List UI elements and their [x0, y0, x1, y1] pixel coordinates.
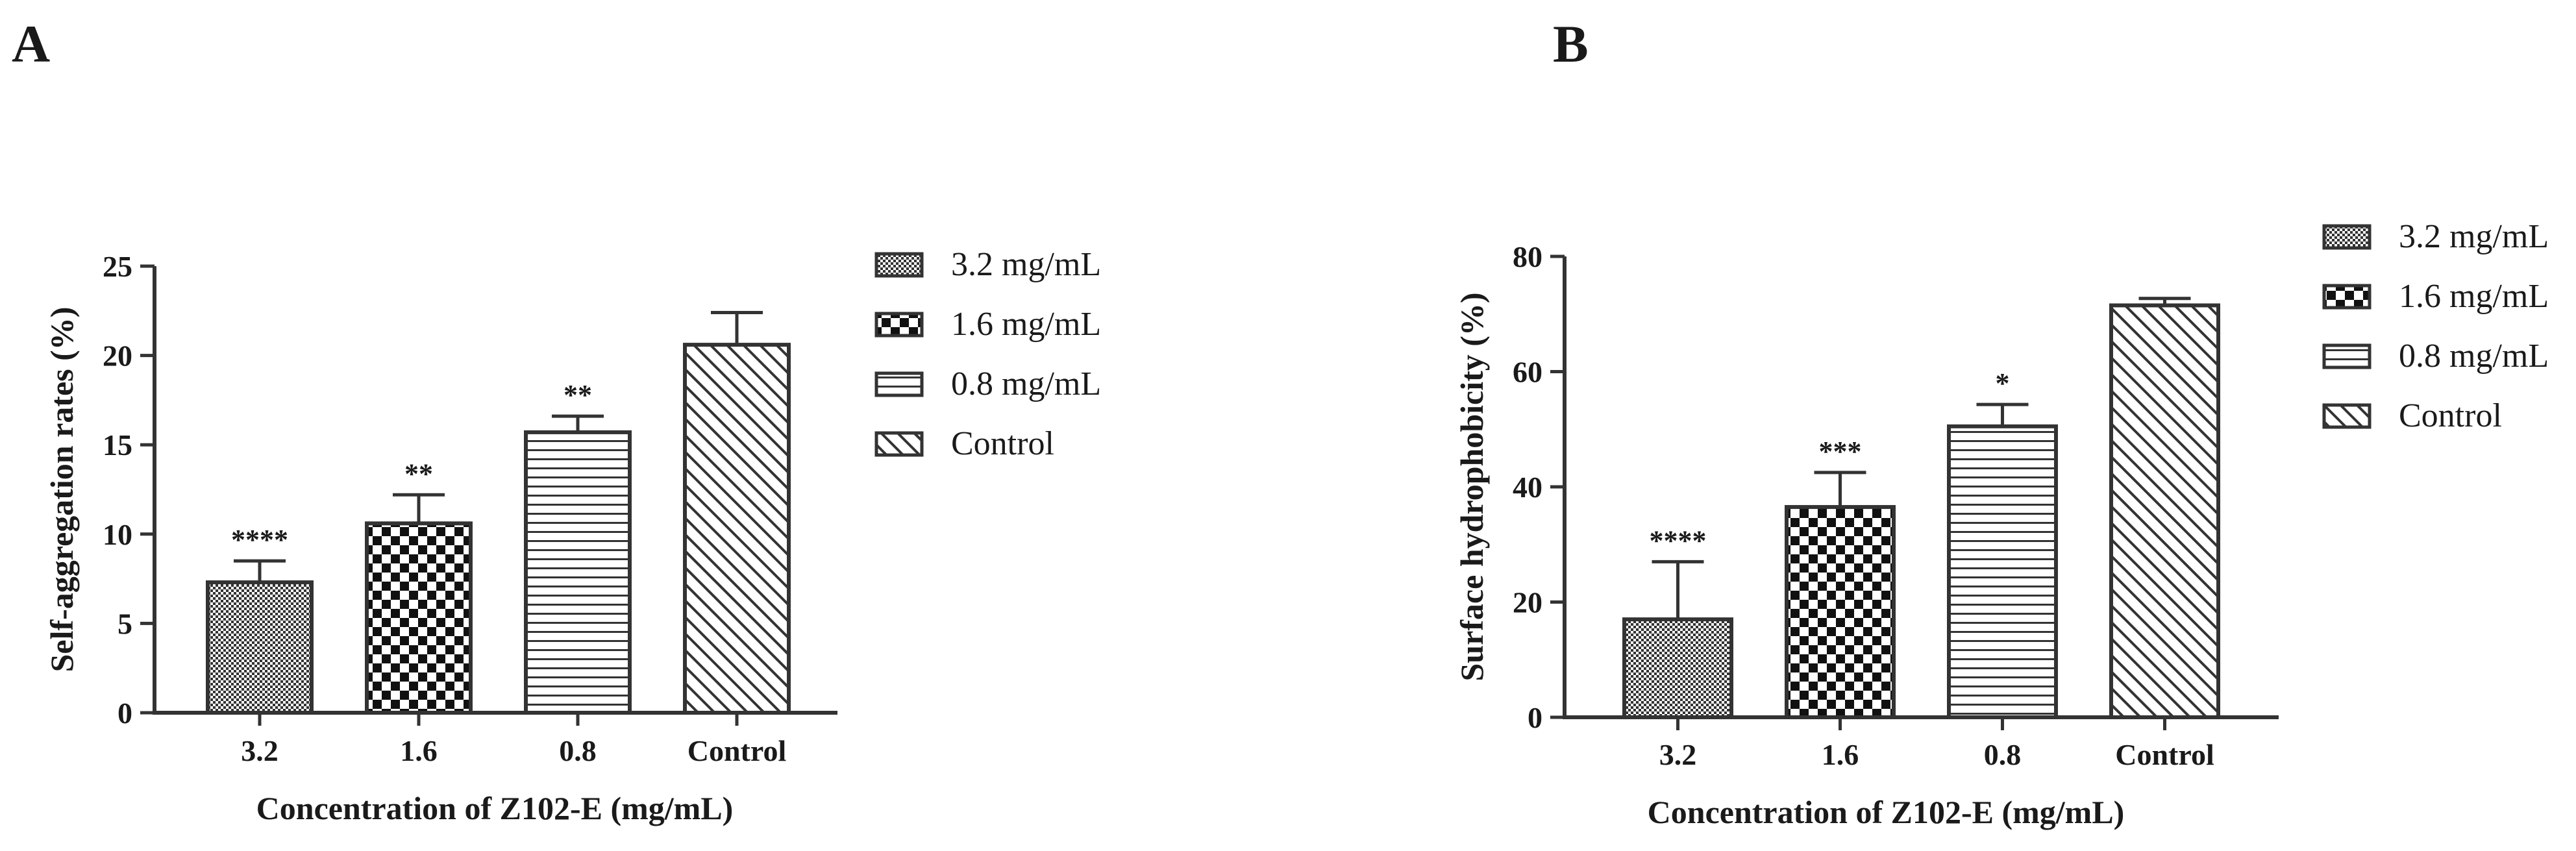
legend-swatch [874, 312, 924, 338]
significance-label: *** [1819, 436, 1862, 467]
x-tick-label: 1.6 [400, 734, 438, 767]
bar [1622, 617, 1733, 719]
bar [1785, 505, 1896, 719]
legend-label: 0.8 mg/mL [2399, 338, 2549, 375]
x-tick-label: Control [2115, 738, 2214, 771]
legend-swatch [874, 252, 924, 278]
x-tick-label: 1.6 [1822, 738, 1859, 771]
legend-label: 3.2 mg/mL [2399, 218, 2549, 255]
legend-swatch [2322, 224, 2372, 250]
panel-a: A 0 5 10 15 20 25 Self-aggregation rates (%) **… [12, 14, 1101, 826]
y-tick-label: 5 [118, 607, 132, 640]
bar [206, 580, 314, 715]
y-tick-label: 40 [1513, 471, 1542, 504]
x-tick-label: 0.8 [559, 734, 597, 767]
y-tick-label: 20 [103, 339, 132, 373]
bar [524, 430, 632, 715]
y-tick-label: 10 [103, 518, 132, 551]
legend-label: 0.8 mg/mL [951, 365, 1101, 402]
x-axis-label: Concentration of Z102-E (mg/mL) [1648, 794, 2125, 830]
y-axis-label: Self-aggregation rates (%) [43, 307, 80, 672]
significance-label: **** [1650, 524, 1707, 556]
panel-letter-b: B [1553, 14, 1589, 73]
significance-label: ** [404, 458, 433, 489]
legend-label: Control [951, 425, 1054, 462]
significance-label: ** [564, 379, 592, 411]
y-axis-label: Surface hydrophobicity (%) [1454, 292, 1490, 681]
legend-swatch [874, 431, 924, 457]
legend-swatch [2322, 343, 2372, 369]
legend-label: 1.6 mg/mL [2399, 278, 2549, 315]
legend-label: 1.6 mg/mL [951, 306, 1101, 343]
x-tick-label: Control [687, 734, 787, 767]
y-tick-label: 0 [118, 697, 132, 730]
y-tick-label: 60 [1513, 356, 1542, 389]
x-axis-label: Concentration of Z102-E (mg/mL) [256, 790, 734, 826]
bar [683, 343, 791, 715]
bar [365, 521, 473, 715]
significance-label: **** [231, 524, 288, 556]
legend-label: 3.2 mg/mL [951, 246, 1101, 283]
panel-letter-a: A [12, 14, 50, 73]
y-tick-label: 20 [1513, 586, 1542, 619]
bar [2109, 303, 2220, 719]
legend-label: Control [2399, 397, 2502, 434]
significance-label: * [1996, 367, 2010, 399]
legend-swatch [2322, 403, 2372, 429]
legend-swatch [874, 371, 924, 397]
x-tick-label: 3.2 [1659, 738, 1697, 771]
y-tick-label: 25 [103, 250, 132, 283]
x-tick-label: 3.2 [241, 734, 279, 767]
bar [1947, 424, 2058, 719]
y-tick-label: 80 [1513, 240, 1542, 273]
y-tick-label: 15 [103, 428, 132, 462]
legend-swatch [2322, 284, 2372, 310]
y-tick-label: 0 [1528, 701, 1542, 734]
x-tick-label: 0.8 [1984, 738, 2022, 771]
